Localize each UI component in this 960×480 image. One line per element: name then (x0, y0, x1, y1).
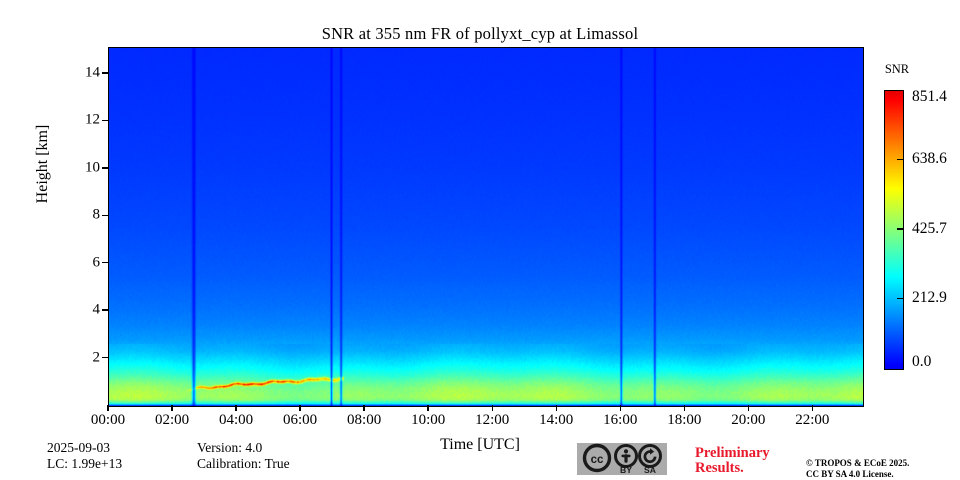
x-axis-tick-mark (811, 405, 814, 411)
x-axis-tick-label: 02:00 (154, 412, 190, 428)
x-axis-tick-label: 12:00 (475, 412, 510, 428)
colorbar-tick-label: 425.7 (912, 220, 947, 237)
colorbar-tick-label: 0.0 (912, 353, 932, 370)
y-axis-tick-mark (102, 309, 108, 311)
preliminary-results-note: Preliminary Results. (695, 446, 770, 476)
creative-commons-by-sa-badge: cc BY SA (577, 443, 667, 475)
y-axis-tick-label: 10 (85, 159, 100, 176)
x-axis-tick-mark (683, 405, 685, 411)
colorbar-tick-mark (897, 228, 903, 230)
colorbar: 0.0 212.9 425.7 638.6 851.4 (884, 88, 947, 370)
x-axis-label: Time [UTC] (440, 436, 520, 453)
y-axis-tick-mark (102, 214, 108, 217)
x-axis-tick-mark (171, 405, 173, 411)
x-axis-tick-mark (235, 405, 237, 411)
x-axis-tick-mark (107, 405, 109, 411)
colorbar-tick-label: 638.6 (912, 150, 947, 168)
copyright-line-2: CC BY SA 4.0 License. (806, 469, 894, 479)
y-axis-tick-label: 12 (85, 111, 100, 128)
x-axis-tick-label: 16:00 (603, 412, 638, 428)
y-axis-tick-label: 14 (85, 64, 100, 81)
footer-lidar-constant: LC: 1.99e+13 (47, 456, 123, 471)
cc-sa-label: SA (644, 465, 656, 475)
x-axis-tick-mark (363, 405, 365, 411)
x-axis-tick-label: 04:00 (218, 412, 254, 428)
y-axis-tick-mark (102, 72, 108, 74)
preliminary-line-2: Results. (695, 460, 744, 476)
x-axis-tick-label: 10:00 (411, 412, 446, 428)
y-axis-tick-mark (102, 262, 108, 264)
cc-by-label: BY (620, 465, 632, 475)
copyright-note: © TROPOS & ECoE 2025. CC BY SA 4.0 Licen… (806, 458, 909, 480)
x-axis-tick-mark (299, 405, 301, 411)
y-axis-tick-mark (102, 167, 108, 169)
page-title: SNR at 355 nm FR of pollyxt_cyp at Limas… (321, 24, 639, 43)
x-axis-tick-mark (491, 405, 493, 411)
colorbar-gradient (884, 90, 904, 370)
x-axis-tick-label: 06:00 (283, 412, 318, 428)
cc-badge-icon: cc BY SA (577, 443, 667, 475)
x-axis-tick-mark (427, 405, 429, 411)
x-axis-tick-label: 08:00 (347, 412, 382, 428)
heatmap-plot-area (108, 47, 864, 407)
x-axis-tick-label: 22:00 (795, 412, 830, 428)
x-axis-tick-mark (555, 405, 557, 411)
colorbar-title: SNR (884, 62, 910, 76)
y-axis-tick-label: 6 (92, 254, 101, 271)
colorbar-tick-label: 851.4 (912, 88, 947, 105)
footer-date: 2025-09-03 (47, 440, 110, 455)
y-axis-tick-mark (102, 119, 108, 122)
colorbar-tick-label: 212.9 (912, 289, 947, 307)
footer-version: Version: 4.0 (197, 440, 263, 455)
x-axis-tick-label: 20:00 (731, 412, 766, 428)
preliminary-line-1: Preliminary (695, 445, 770, 461)
x-axis-tick-mark (619, 405, 621, 411)
y-axis-tick-label: 2 (92, 349, 101, 366)
footer-calibration: Calibration: True (197, 456, 290, 471)
x-axis-tick-mark (747, 405, 750, 411)
y-axis-tick-mark (102, 356, 108, 359)
colorbar-tick-mark (897, 158, 903, 161)
svg-text:cc: cc (591, 454, 604, 466)
copyright-line-1: © TROPOS & ECoE 2025. (806, 458, 910, 468)
heatmap-canvas (109, 48, 863, 406)
y-axis-tick-label: 8 (92, 206, 101, 223)
y-axis-tick-label: 4 (92, 301, 101, 318)
x-axis-tick-label: 18:00 (667, 412, 702, 428)
colorbar-tick-mark (897, 297, 903, 300)
x-axis-tick-label: 14:00 (539, 412, 574, 428)
x-axis-tick-label: 00:00 (90, 412, 126, 428)
